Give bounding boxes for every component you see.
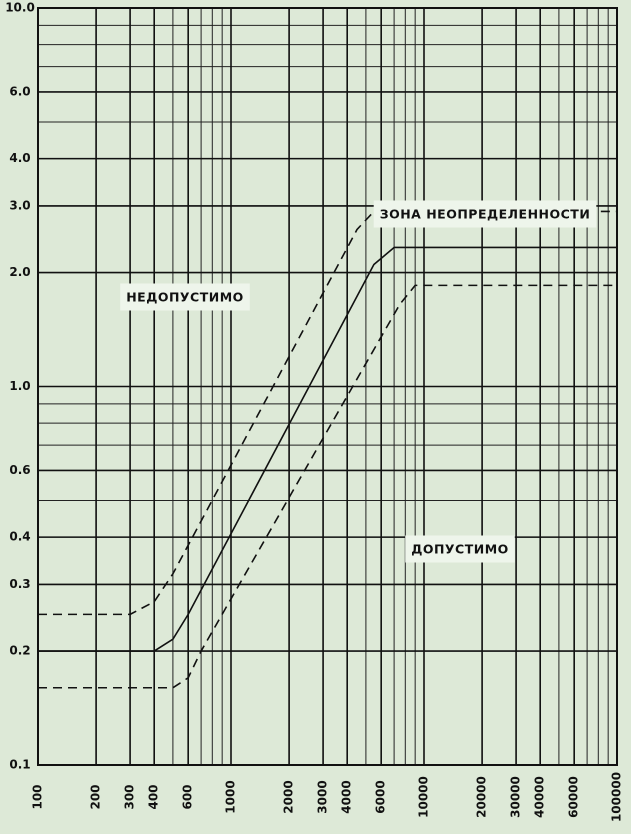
series-line	[38, 210, 617, 616]
x-tick-label: 400	[147, 784, 161, 809]
x-tick-label: 200	[89, 784, 103, 809]
annotation-bg	[405, 535, 515, 563]
plot-frame	[37, 7, 618, 766]
y-tick-label: 6.0	[9, 84, 30, 98]
y-tick-label: 0.3	[9, 577, 30, 591]
y-tick-label: 3.0	[9, 198, 30, 212]
annotation-bg	[373, 200, 597, 228]
annotation: ЗОНА НЕОПРЕДЕЛЕННОСТИ	[380, 207, 591, 222]
x-tick-label: 2000	[282, 780, 296, 813]
x-tick-label: 100000	[610, 772, 624, 822]
y-tick-label: 0.4	[9, 530, 30, 544]
x-tick-label: 100	[31, 784, 45, 809]
y-tick-label: 10.0	[5, 1, 35, 15]
x-tick-label: 40000	[533, 776, 547, 818]
x-tick-label: 4000	[340, 780, 354, 813]
x-tick-label: 1000	[224, 780, 238, 813]
x-tick-label: 300	[123, 784, 137, 809]
annotation: ДОПУСТИМО	[411, 542, 509, 557]
y-tick-label: 1.0	[9, 379, 30, 393]
series-line	[38, 246, 617, 652]
y-tick-label: 0.2	[9, 644, 30, 658]
x-tick-label: 6000	[374, 780, 388, 813]
x-tick-label: 10000	[417, 776, 431, 818]
x-tick-label: 60000	[567, 776, 581, 818]
annotation: НЕДОПУСТИМО	[126, 290, 244, 305]
y-tick-label: 0.6	[9, 463, 30, 477]
x-tick-label: 600	[181, 784, 195, 809]
x-tick-label: 3000	[316, 780, 330, 813]
x-tick-label: 30000	[509, 776, 523, 818]
series-line	[38, 284, 617, 689]
x-tick-label: 20000	[475, 776, 489, 818]
y-tick-label: 2.0	[9, 265, 30, 279]
annotation-bg	[120, 283, 250, 311]
y-tick-label: 0.1	[9, 758, 30, 772]
y-tick-label: 4.0	[9, 151, 30, 165]
